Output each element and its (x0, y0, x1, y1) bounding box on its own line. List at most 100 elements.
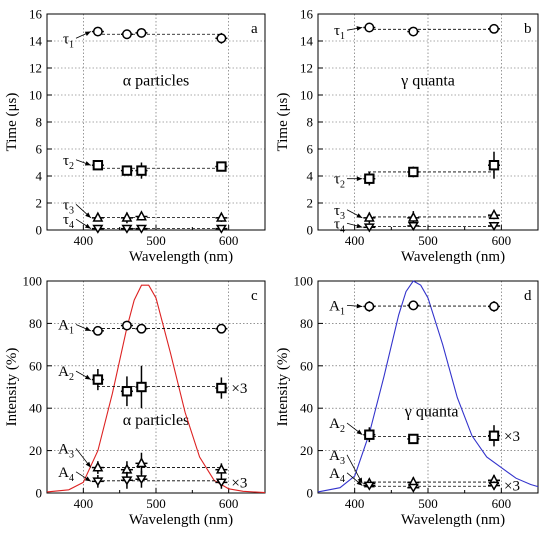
panel-annotation: γ quanta (404, 404, 459, 421)
x-tick-label: 500 (418, 233, 438, 248)
y-tick-label: 0 (36, 486, 43, 501)
y-tick-label: 16 (29, 7, 43, 22)
scale-note: ×3 (504, 429, 520, 445)
arrow-head (84, 326, 91, 331)
data-point (215, 478, 227, 488)
panel-a: 400 500 600 0 2 4 6 8 10 12 14 16 Wavelength (nm) Tim… (4, 7, 266, 265)
panel-letter: c (251, 288, 258, 304)
data-point (215, 211, 227, 222)
y-tick-label: 60 (29, 358, 42, 373)
y-axis-title: Time (μs) (275, 93, 291, 152)
y-tick-label: 10 (29, 88, 42, 103)
series-label-τ3: τ3 (334, 203, 345, 222)
y-tick-label: 14 (300, 34, 314, 49)
x-axis-title: Wavelength (nm) (401, 512, 505, 528)
x-tick-label: 600 (219, 233, 239, 248)
data-point (408, 300, 419, 311)
data-point (489, 301, 499, 312)
data-point (92, 160, 104, 171)
arrow-head (84, 31, 91, 36)
series-label-τ1: τ1 (63, 31, 74, 50)
panel-c: 400 500 600 0 20 40 60 80 100 Wavelength (nm) Inte… (4, 274, 266, 528)
data-point (92, 477, 104, 487)
arrow-head (356, 176, 363, 182)
y-tick-label: 14 (29, 34, 43, 49)
data-point (407, 211, 419, 222)
data-point (488, 208, 500, 220)
series-label-τ3: τ3 (63, 197, 74, 216)
y-tick-label: 100 (23, 274, 43, 289)
data-point (121, 386, 133, 397)
y-tick-label: 40 (300, 401, 313, 416)
series-τ4: τ4 (334, 216, 500, 235)
series-τ2: τ2 (334, 151, 500, 191)
data-point (136, 381, 147, 393)
y-tick-label: 20 (300, 443, 313, 458)
series-A1: A1 (329, 298, 500, 317)
arrow-head (357, 477, 363, 484)
y-tick-label: 6 (307, 142, 314, 157)
y-tick-label: 0 (36, 223, 43, 238)
x-tick-label: 600 (219, 496, 239, 511)
data-point (136, 27, 147, 38)
data-point (216, 323, 227, 334)
series-τ4: τ4 (63, 212, 228, 234)
scale-note: ×3 (231, 381, 247, 397)
arrow-head (356, 26, 363, 31)
data-point (215, 224, 227, 234)
data-point (407, 222, 419, 232)
panel-annotation: α particles (123, 73, 190, 90)
y-tick-label: 2 (36, 196, 43, 211)
y-tick-label: 80 (29, 316, 42, 331)
arrow-head (84, 161, 91, 166)
grid (318, 14, 538, 230)
y-tick-label: 4 (307, 169, 314, 184)
data-point (488, 222, 500, 232)
y-axis-title: Intensity (%) (275, 348, 291, 427)
y-tick-label: 40 (29, 401, 42, 416)
scale-note: ×3 (504, 479, 520, 495)
series-A2: A2 ×3 (329, 416, 520, 447)
data-point (216, 382, 227, 394)
data-point (92, 461, 104, 472)
y-axis-title: Time (μs) (4, 93, 20, 152)
series-A2: A2 ×3 (58, 364, 247, 409)
data-point (363, 223, 375, 233)
y-tick-label: 2 (307, 196, 314, 211)
x-tick-label: 500 (146, 233, 166, 248)
series-τ3: τ3 (334, 203, 500, 225)
panel-b: 400 500 600 0 2 4 6 8 10 12 14 16 Wavelength (nm) Tim… (275, 7, 539, 265)
grid (318, 281, 538, 493)
y-tick-label: 0 (307, 223, 314, 238)
grid (47, 281, 265, 493)
data-point (92, 26, 103, 37)
y-tick-label: 100 (294, 274, 314, 289)
series-A4: A4 ×3 (58, 465, 247, 492)
data-point (489, 23, 499, 34)
data-point (408, 166, 419, 178)
data-point (92, 325, 103, 336)
series-label-A1: A1 (329, 298, 345, 317)
data-point (121, 211, 133, 222)
data-point (136, 165, 147, 176)
x-tick-label: 600 (492, 233, 512, 248)
data-point (408, 433, 419, 445)
data-point (121, 476, 133, 486)
y-tick-label: 4 (36, 169, 43, 184)
arrow-head (84, 476, 91, 482)
panel-letter: d (524, 288, 532, 304)
scale-note: ×3 (231, 475, 247, 491)
series-τ1: τ1 (63, 26, 228, 50)
x-tick-label: 500 (146, 496, 166, 511)
arrow-head (356, 303, 363, 309)
data-point (363, 481, 375, 491)
y-tick-label: 80 (300, 316, 313, 331)
series-label-A2: A2 (329, 416, 345, 435)
y-tick-label: 6 (36, 142, 43, 157)
series-A1: A1 (58, 317, 228, 336)
y-tick-label: 20 (29, 443, 42, 458)
grid (47, 14, 265, 230)
x-tick-label: 500 (418, 496, 438, 511)
data-point (364, 173, 375, 184)
